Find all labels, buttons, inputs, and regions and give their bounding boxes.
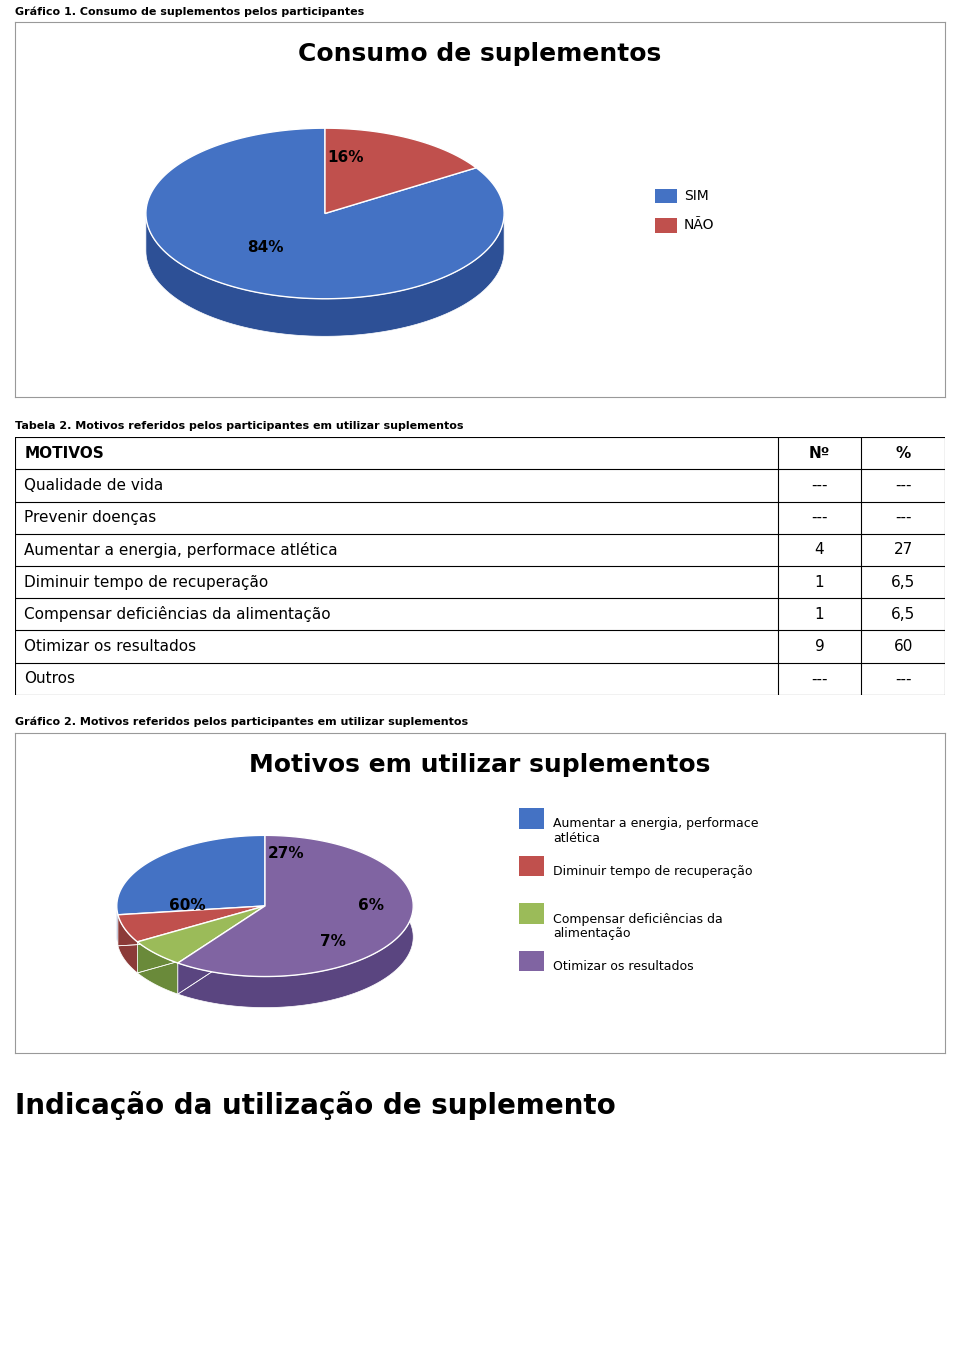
Text: 16%: 16%: [327, 149, 364, 164]
Text: ---: ---: [811, 511, 828, 526]
Text: Consumo de suplementos: Consumo de suplementos: [299, 42, 661, 66]
Text: NÃO: NÃO: [684, 218, 714, 233]
Text: ---: ---: [811, 478, 828, 493]
Bar: [518, 808, 543, 828]
Polygon shape: [137, 906, 265, 962]
Text: Aumentar a energia, performace
atlética: Aumentar a energia, performace atlética: [553, 817, 758, 846]
Text: Aumentar a energia, performace atlética: Aumentar a energia, performace atlética: [24, 542, 338, 559]
Text: 84%: 84%: [247, 240, 283, 255]
Text: 1: 1: [815, 606, 825, 622]
Text: Tabela 2. Motivos referidos pelos participantes em utilizar suplementos: Tabela 2. Motivos referidos pelos partic…: [15, 422, 464, 431]
Polygon shape: [325, 129, 476, 214]
Text: Prevenir doenças: Prevenir doenças: [24, 511, 156, 526]
Text: Otimizar os resultados: Otimizar os resultados: [24, 639, 197, 654]
Polygon shape: [146, 129, 504, 298]
Polygon shape: [137, 942, 178, 994]
Polygon shape: [178, 835, 413, 1008]
Polygon shape: [117, 906, 118, 946]
Polygon shape: [118, 914, 137, 973]
Polygon shape: [117, 835, 265, 914]
Bar: [655, 189, 677, 203]
Text: 60%: 60%: [169, 898, 205, 913]
Text: Gráfico 2. Motivos referidos pelos participantes em utilizar suplementos: Gráfico 2. Motivos referidos pelos parti…: [15, 717, 468, 727]
Text: Qualidade de vida: Qualidade de vida: [24, 478, 163, 493]
Text: 6,5: 6,5: [891, 575, 915, 590]
Text: 1: 1: [815, 575, 825, 590]
Text: Outros: Outros: [24, 671, 75, 686]
Text: MOTIVOS: MOTIVOS: [24, 446, 104, 460]
Text: 6%: 6%: [358, 898, 384, 913]
Text: 7%: 7%: [320, 934, 346, 949]
Text: ---: ---: [895, 511, 911, 526]
Text: ---: ---: [895, 671, 911, 686]
Polygon shape: [118, 906, 265, 942]
Text: Gráfico 1. Consumo de suplementos pelos participantes: Gráfico 1. Consumo de suplementos pelos …: [15, 7, 364, 18]
Text: Compensar deficiências da alimentação: Compensar deficiências da alimentação: [24, 606, 331, 623]
Bar: [518, 950, 543, 972]
Text: Indicação da utilização de suplemento: Indicação da utilização de suplemento: [15, 1091, 615, 1120]
Text: Otimizar os resultados: Otimizar os resultados: [553, 960, 694, 973]
Text: ---: ---: [895, 478, 911, 493]
Polygon shape: [178, 835, 413, 976]
Text: Compensar deficiências da
alimentação: Compensar deficiências da alimentação: [553, 913, 723, 941]
Text: 6,5: 6,5: [891, 606, 915, 622]
Text: %: %: [896, 446, 911, 460]
Text: Nº: Nº: [808, 446, 830, 460]
Text: 4: 4: [815, 542, 825, 557]
Text: 9: 9: [815, 639, 825, 654]
Text: Diminuir tempo de recuperação: Diminuir tempo de recuperação: [553, 865, 753, 878]
Text: 27: 27: [894, 542, 913, 557]
Polygon shape: [146, 214, 504, 337]
Text: ---: ---: [811, 671, 828, 686]
Text: Motivos em utilizar suplementos: Motivos em utilizar suplementos: [250, 753, 710, 778]
Text: Diminuir tempo de recuperação: Diminuir tempo de recuperação: [24, 575, 269, 590]
Bar: [655, 218, 677, 233]
Bar: [518, 856, 543, 876]
Text: 27%: 27%: [268, 846, 304, 861]
Text: SIM: SIM: [684, 189, 708, 203]
Bar: [518, 904, 543, 924]
Text: 60: 60: [894, 639, 913, 654]
